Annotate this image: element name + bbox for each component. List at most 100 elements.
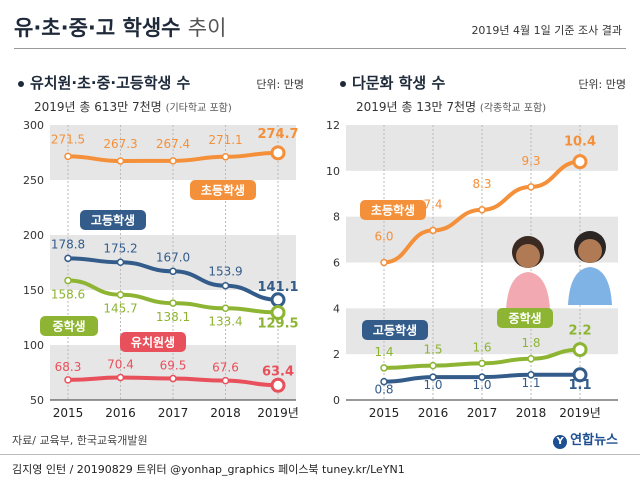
y-tick-label: 8 xyxy=(333,211,340,224)
y-tick-label: 200 xyxy=(23,229,44,242)
y-tick-label: 250 xyxy=(23,174,44,187)
x-tick-label: 2018 xyxy=(210,406,241,420)
x-tick-label: 2016 xyxy=(105,406,136,420)
y-tick-label: 2 xyxy=(333,348,340,361)
data-label: 67.6 xyxy=(212,361,239,375)
data-point xyxy=(116,290,125,299)
data-label: 138.1 xyxy=(156,310,190,324)
data-label: 2.2 xyxy=(568,324,591,339)
data-point xyxy=(64,376,72,384)
y-tick-label: 100 xyxy=(23,339,44,352)
data-point xyxy=(572,342,588,358)
data-label: 63.4 xyxy=(262,364,294,379)
x-tick-label: 2015 xyxy=(369,406,400,420)
data-label: 175.2 xyxy=(103,241,137,255)
x-tick-label: 2015 xyxy=(53,406,84,420)
y-tick-label: 150 xyxy=(23,284,44,297)
footer-divider xyxy=(0,454,640,455)
data-label: 68.3 xyxy=(55,360,82,374)
data-point xyxy=(527,355,535,363)
child-face-icon xyxy=(516,244,540,268)
header-divider xyxy=(14,48,626,49)
data-point xyxy=(169,157,177,165)
data-point xyxy=(221,376,230,385)
data-point xyxy=(572,367,588,383)
data-label: 1.5 xyxy=(423,343,442,357)
data-label: 158.6 xyxy=(51,288,85,302)
series-tag xyxy=(120,332,186,352)
panel-title-multicultural: 다문화 학생 수 xyxy=(340,72,445,93)
series-tag xyxy=(362,320,428,340)
data-point xyxy=(270,305,286,321)
data-point xyxy=(169,299,177,307)
data-point xyxy=(116,258,125,267)
title-light: 추이 xyxy=(187,16,227,40)
data-label: 1.1 xyxy=(521,376,540,390)
data-point xyxy=(429,373,437,381)
series-tag xyxy=(40,316,98,336)
y-tick-label: 6 xyxy=(333,257,340,270)
bullet-icon xyxy=(18,80,24,87)
total-note: (기타학교 포함) xyxy=(165,103,232,114)
x-tick-label: 2016 xyxy=(418,406,449,420)
y-tick-label: 12 xyxy=(326,119,340,132)
data-label: 1.1 xyxy=(568,378,591,393)
series-tag xyxy=(360,200,426,220)
x-tick-label: 2017 xyxy=(467,406,498,420)
child-shirt-icon xyxy=(568,267,612,305)
data-point xyxy=(527,183,535,191)
x-tick-label: 2017 xyxy=(158,406,189,420)
data-point xyxy=(270,292,286,308)
series-tag-label: 고등학생 xyxy=(373,323,417,338)
x-tick-label: 2018 xyxy=(516,406,547,420)
total-note: (각종학교 포함) xyxy=(479,103,547,114)
data-label: 1.8 xyxy=(521,336,540,350)
series-tag-label: 초등학생 xyxy=(201,183,245,198)
data-point xyxy=(64,276,72,285)
data-point xyxy=(221,281,230,290)
series-tag xyxy=(80,210,146,230)
y-tick-label: 4 xyxy=(333,302,340,315)
page-title: 유·초·중·고 학생수 추이 xyxy=(14,12,226,42)
series-tag-label: 중학생 xyxy=(52,319,85,334)
data-label: 178.8 xyxy=(51,237,85,251)
data-label: 0.8 xyxy=(374,383,393,397)
data-label: 133.4 xyxy=(208,314,242,328)
child-face-icon xyxy=(578,239,602,263)
x-tick-label: 2019년 xyxy=(559,406,601,420)
series-tag-label: 중학생 xyxy=(508,311,541,326)
series-tag-label: 초등학생 xyxy=(371,203,415,218)
data-point xyxy=(380,364,388,372)
unit-label: 단위: 만명 xyxy=(578,78,626,91)
logo-mark-icon: Y xyxy=(553,435,568,449)
series-tag xyxy=(497,308,553,328)
panel-title-students: 유치원·초·중·고등학생 수 xyxy=(18,72,190,93)
data-point xyxy=(64,254,72,263)
data-point xyxy=(380,258,388,267)
data-label: 271.5 xyxy=(51,132,85,146)
bullet-icon xyxy=(340,80,346,87)
logo-text: 연합뉴스 xyxy=(570,433,618,448)
data-label: 1.0 xyxy=(472,378,491,392)
data-label: 267.4 xyxy=(156,137,190,151)
series-tag-label: 유치원생 xyxy=(131,335,175,350)
panel-multicultural: 다문화 학생 수 단위: 만명 2019년 총 13만 7천명 (각종학교 포함… xyxy=(326,70,632,430)
data-label: 1.6 xyxy=(472,340,491,354)
data-point xyxy=(380,377,388,386)
data-point xyxy=(221,153,230,161)
panel-title-text: 유치원·초·중·고등학생 수 xyxy=(30,74,191,92)
data-point xyxy=(169,374,177,383)
data-point xyxy=(221,304,230,313)
total-main: 2019년 총 13만 7천명 xyxy=(356,100,477,114)
data-point xyxy=(169,267,177,276)
data-point xyxy=(478,206,486,214)
data-label: 1.0 xyxy=(423,378,442,392)
data-label: 141.1 xyxy=(257,280,298,295)
multicultural-line-chart: 0 2 4 6 8 10 12 2015 2016 2017 2018 2019년 6.0 7.4 8.3 9… xyxy=(326,119,618,420)
data-label: 267.3 xyxy=(103,137,137,151)
data-label: 167.0 xyxy=(156,250,190,264)
y-tick-label: 10 xyxy=(326,165,340,178)
y-tick-label: 0 xyxy=(333,394,340,407)
panel-students: 유치원·초·중·고등학생 수 단위: 만명 2019년 총 613만 7천명 (… xyxy=(10,70,310,430)
data-label: 6.0 xyxy=(374,230,393,244)
